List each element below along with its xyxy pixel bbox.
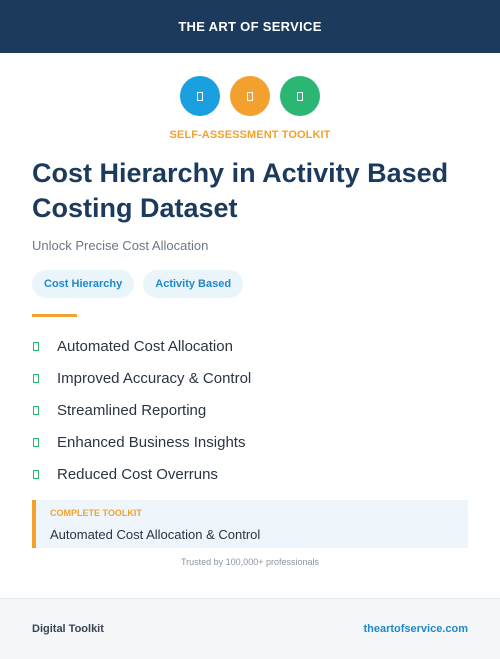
document-icon — [247, 91, 253, 101]
accent-divider — [32, 314, 77, 317]
green-circle-icon — [280, 76, 320, 116]
list-item: Improved Accuracy & Control — [32, 362, 251, 394]
list-item: Automated Cost Allocation — [32, 330, 251, 362]
feature-label: Automated Cost Allocation — [57, 337, 233, 355]
kicker-label: SELF-ASSESSMENT TOOLKIT — [169, 129, 331, 141]
feature-label: Streamlined Reporting — [57, 401, 207, 419]
check-icon — [33, 437, 39, 447]
feature-label: Enhanced Business Insights — [57, 433, 246, 451]
brand-name: THE ART OF SERVICE — [178, 19, 322, 34]
blue-circle-icon — [180, 76, 220, 116]
icon-row — [0, 76, 500, 116]
tag-activity-based[interactable]: Activity Based — [143, 270, 244, 298]
list-item: Reduced Cost Overruns — [32, 458, 251, 490]
orange-circle-icon — [230, 76, 270, 116]
check-icon — [33, 469, 39, 479]
check-icon — [33, 405, 39, 415]
check-icon — [33, 373, 39, 383]
trust-note: Trusted by 100,000+ professionals — [180, 557, 319, 567]
document-icon — [297, 91, 303, 101]
tag-list: Cost Hierarchy Activity Based — [32, 270, 244, 298]
callout-label: COMPLETE TOOLKIT — [50, 508, 142, 518]
website-link[interactable]: theartofservice.com — [363, 623, 468, 635]
list-item: Enhanced Business Insights — [32, 426, 251, 458]
footer: Digital Toolkit theartofservice.com — [0, 598, 500, 659]
feature-list: Automated Cost Allocation Improved Accur… — [32, 330, 251, 490]
check-icon — [33, 341, 39, 351]
feature-label: Reduced Cost Overruns — [57, 465, 218, 483]
document-icon — [197, 91, 203, 101]
tag-cost-hierarchy[interactable]: Cost Hierarchy — [32, 270, 135, 298]
subtitle: Unlock Precise Cost Allocation — [32, 238, 209, 253]
page-title: Cost Hierarchy in Activity Based Costing… — [32, 158, 449, 223]
complete-toolkit-callout: COMPLETE TOOLKIT Automated Cost Allocati… — [32, 500, 468, 548]
feature-label: Improved Accuracy & Control — [57, 369, 252, 387]
callout-text: Automated Cost Allocation & Control — [50, 527, 261, 542]
list-item: Streamlined Reporting — [32, 394, 251, 426]
footer-label: Digital Toolkit — [32, 623, 104, 635]
header-bar: THE ART OF SERVICE — [0, 0, 500, 53]
